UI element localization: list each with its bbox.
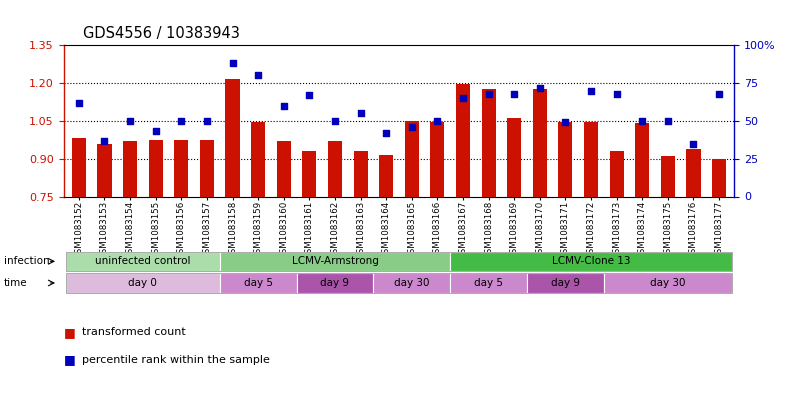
Text: ■: ■ (64, 325, 75, 339)
Text: infection: infection (4, 256, 49, 266)
Point (149, 128, 162, 134)
Point (457, 95, 469, 101)
Point (98, 138, 111, 144)
Point (175, 118, 187, 124)
Bar (98, 143, 111, 196)
Point (611, 90, 623, 97)
Point (636, 118, 649, 124)
Bar (303, 151, 316, 196)
Bar (430, 122, 445, 196)
Bar (584, 122, 598, 196)
Bar (687, 149, 700, 196)
Text: day 30: day 30 (394, 278, 430, 288)
Bar (405, 121, 418, 196)
Point (72, 99, 85, 106)
Point (482, 90, 495, 97)
Text: day 9: day 9 (321, 278, 349, 288)
Point (687, 140, 700, 147)
Bar (148, 140, 163, 196)
Bar (533, 89, 547, 196)
Point (508, 90, 521, 97)
Point (406, 124, 418, 130)
Bar (251, 122, 265, 196)
Text: day 5: day 5 (474, 278, 503, 288)
Point (559, 119, 572, 125)
Point (277, 103, 290, 109)
Bar (200, 140, 214, 196)
Text: day 5: day 5 (244, 278, 272, 288)
Point (124, 118, 137, 124)
Bar (276, 141, 291, 196)
Point (534, 84, 546, 91)
Bar (174, 140, 188, 196)
Point (380, 130, 392, 136)
Text: transformed count: transformed count (82, 327, 186, 337)
Text: uninfected control: uninfected control (95, 256, 191, 266)
Point (303, 92, 316, 98)
Text: LCMV-Clone 13: LCMV-Clone 13 (552, 256, 630, 266)
Text: GDS4556 / 10383943: GDS4556 / 10383943 (83, 26, 241, 41)
Bar (507, 118, 522, 196)
Point (226, 60, 239, 66)
Point (354, 110, 367, 116)
Point (661, 118, 674, 124)
Bar (610, 151, 624, 196)
Bar (558, 122, 572, 196)
Bar (225, 79, 240, 196)
Bar (661, 156, 675, 196)
Bar (123, 141, 137, 196)
Text: day 9: day 9 (551, 278, 580, 288)
Bar (71, 138, 86, 196)
Text: day 30: day 30 (650, 278, 686, 288)
Point (252, 72, 264, 79)
Bar (456, 84, 470, 196)
Bar (482, 89, 495, 196)
Bar (635, 123, 649, 196)
Bar (380, 155, 393, 196)
Text: time: time (4, 278, 28, 288)
Bar (712, 159, 727, 196)
Point (329, 118, 341, 124)
Point (431, 118, 444, 124)
Bar (328, 141, 342, 196)
Text: percentile rank within the sample: percentile rank within the sample (82, 354, 270, 365)
Text: day 0: day 0 (129, 278, 157, 288)
Bar (353, 151, 368, 196)
Point (584, 87, 597, 94)
Point (201, 118, 214, 124)
Text: LCMV-Armstrong: LCMV-Armstrong (291, 256, 379, 266)
Text: ■: ■ (64, 353, 75, 366)
Point (713, 90, 726, 97)
